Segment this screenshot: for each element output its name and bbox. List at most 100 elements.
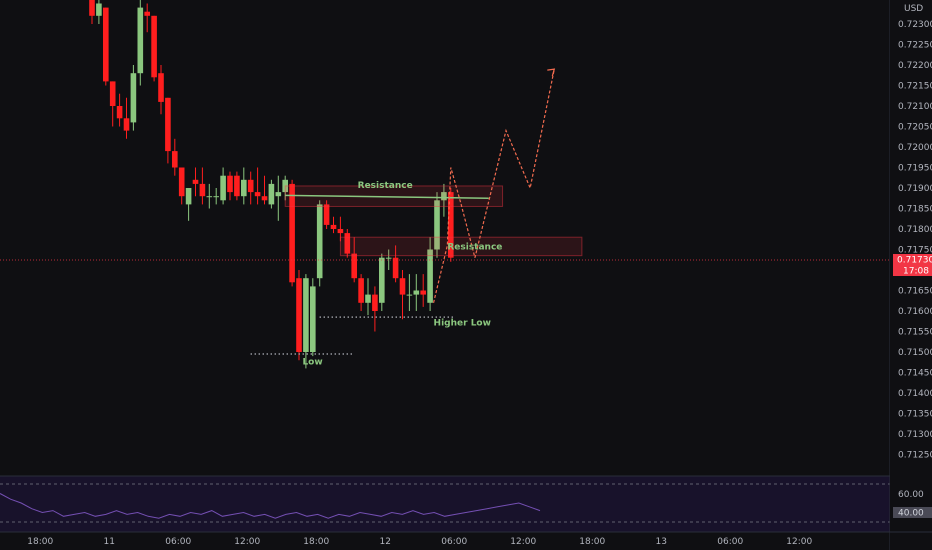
candle-body: [220, 175, 226, 201]
time-tick-label: 11: [104, 537, 115, 547]
candles-layer: [89, 0, 454, 369]
candle-body: [344, 233, 351, 254]
candle-body: [330, 224, 337, 229]
candle-body: [323, 204, 330, 225]
oscillator-level-2-label: 40.00: [898, 509, 924, 519]
candle-body: [206, 196, 213, 198]
candle-body: [213, 196, 219, 198]
time-tick-label: 13: [656, 537, 667, 547]
time-tick-label: 12:00: [234, 537, 260, 547]
time-tick-label: 12:00: [510, 537, 536, 547]
price-tick-label: 0.72100: [898, 102, 932, 112]
candle-body: [234, 175, 240, 197]
candle-body: [316, 204, 323, 279]
candle-body: [96, 3, 102, 16]
price-tick-label: 0.71850: [898, 205, 932, 215]
candle-body: [448, 192, 454, 258]
projection-arrowhead: [547, 68, 556, 77]
candle-body: [358, 278, 364, 303]
candle-body: [165, 97, 171, 152]
candle-body: [351, 253, 357, 279]
price-tick-label: 0.71500: [898, 348, 932, 358]
time-axis-labels[interactable]: 0018:001106:0012:0018:001206:0012:0018:0…: [0, 537, 812, 547]
candle-body: [116, 106, 123, 119]
candle-body: [178, 167, 185, 197]
price-tick-label: 0.71350: [898, 410, 932, 420]
price-tick-label: 0.72300: [898, 20, 932, 30]
candle-body: [241, 179, 247, 197]
time-tick-label: 18:00: [579, 537, 605, 547]
candle-body: [406, 294, 413, 296]
price-tick-label: 0.71650: [898, 287, 932, 297]
time-tick-label: 18:00: [303, 537, 329, 547]
candle-body: [337, 229, 344, 234]
low-label: Low: [302, 357, 322, 367]
price-tick-label: 0.72200: [898, 61, 932, 71]
price-tick-label: 0.72000: [898, 143, 932, 153]
time-tick-label: 06:00: [165, 537, 191, 547]
countdown-tag: [893, 265, 932, 276]
price-tick-label: 0.72150: [898, 82, 932, 92]
candle-body: [151, 15, 157, 78]
time-tick-label: 06:00: [441, 537, 467, 547]
candle-body: [310, 286, 316, 352]
candle-body: [275, 192, 282, 197]
projection-path: [432, 68, 555, 303]
candle-body: [89, 0, 95, 16]
countdown-value: 17:08: [903, 267, 929, 277]
candle-body: [372, 294, 378, 311]
candle-body: [296, 278, 302, 352]
oscillator-value-tag: [893, 507, 932, 518]
resistance-line: [285, 194, 489, 199]
drawings-layer: Resistance Resistance Low Higher Low: [250, 68, 583, 367]
candle-body: [254, 192, 261, 197]
price-tick-label: 0.71300: [898, 430, 932, 440]
candle-body: [144, 11, 150, 16]
candle-body: [441, 192, 447, 201]
candle-body: [137, 7, 144, 74]
candle-body: [172, 151, 178, 168]
candle-body: [123, 118, 130, 131]
oscillator-line: [0, 493, 541, 519]
candle-body: [261, 196, 268, 201]
candle-body: [289, 183, 295, 283]
resistance-upper-label: Resistance: [358, 181, 413, 191]
time-tick-label: 12:00: [786, 537, 812, 547]
candle-body: [392, 257, 399, 279]
candle-body: [399, 278, 406, 295]
time-tick-label: 06:00: [717, 537, 743, 547]
candle-body: [303, 278, 309, 352]
price-tick-label: 0.71400: [898, 389, 932, 399]
higher-low-label: Higher Low: [434, 318, 491, 328]
candle-body: [434, 200, 440, 250]
resistance-lower-label: Resistance: [447, 243, 502, 253]
price-tick-label: 0.71800: [898, 225, 932, 235]
candle-body: [130, 73, 137, 123]
candle-body: [185, 188, 192, 205]
price-tick-label: 0.71250: [898, 451, 932, 461]
candle-body: [420, 290, 426, 295]
price-tick-label: 0.71450: [898, 369, 932, 379]
candle-body: [365, 294, 371, 303]
price-tick-label: 0.72250: [898, 41, 932, 51]
candle-body: [199, 183, 206, 197]
candle-body: [385, 257, 392, 259]
current-price-value: 0.71730: [897, 256, 932, 266]
oscillator-pane: [0, 476, 890, 532]
candle-body: [192, 179, 199, 184]
price-tick-label: 0.71550: [898, 328, 932, 338]
candle-body: [109, 81, 116, 106]
oscillator-level-label: 60.00: [898, 490, 924, 500]
price-tick-label: 0.72050: [898, 123, 932, 133]
current-price-tag: [893, 254, 932, 265]
resistance-zone-lower: [339, 236, 583, 257]
candle-body: [103, 7, 109, 82]
price-tick-label: 0.71600: [898, 307, 932, 317]
price-tick-label: 0.71900: [898, 184, 932, 194]
candle-body: [379, 257, 385, 303]
candle-body: [158, 73, 164, 102]
candle-body: [413, 290, 420, 295]
time-tick-label: 12: [380, 537, 391, 547]
